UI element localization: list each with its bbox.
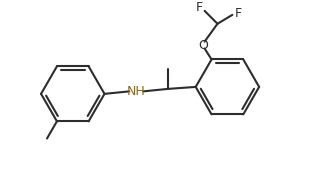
Text: NH: NH (127, 85, 146, 98)
Text: O: O (199, 39, 209, 52)
Text: F: F (196, 1, 203, 14)
Text: F: F (235, 7, 242, 20)
